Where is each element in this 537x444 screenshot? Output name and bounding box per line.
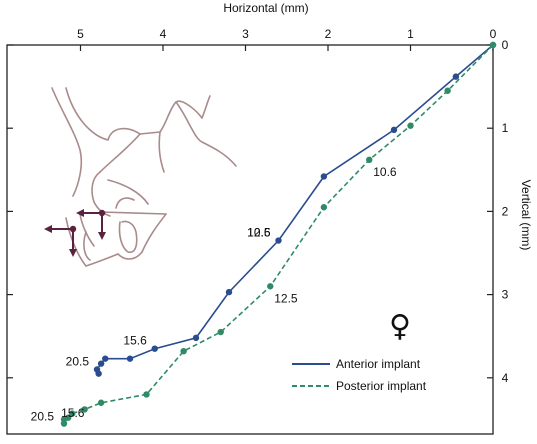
data-point (320, 173, 328, 180)
data-point (489, 41, 497, 49)
y-tick-label: 0 (502, 38, 509, 52)
data-point (267, 283, 274, 290)
x-tick-label: 0 (490, 27, 497, 41)
data-label: 10.6 (247, 226, 271, 240)
data-point (60, 416, 68, 423)
data-point (192, 334, 200, 342)
data-point (97, 360, 105, 367)
y-tick-label: 3 (502, 288, 509, 302)
y-tick-label: 4 (502, 371, 509, 385)
data-label: 15.6 (61, 406, 85, 420)
data-point (151, 345, 158, 352)
legend-label-posterior: Posterior implant (336, 379, 427, 393)
data-label: 12.5 (274, 291, 298, 305)
y-tick-label: 1 (502, 121, 509, 135)
data-point (275, 237, 282, 244)
y-axis-title: Vertical (mm) (519, 180, 533, 251)
data-point (225, 288, 233, 296)
data-point (320, 204, 328, 211)
data-point (180, 347, 187, 355)
plot-frame (6, 44, 494, 435)
series-line-anterior (96, 44, 494, 374)
data-point (102, 355, 109, 362)
data-point (452, 73, 460, 80)
data-point (366, 156, 373, 164)
data-point (407, 122, 414, 129)
series-layer (60, 41, 497, 427)
data-point (390, 126, 398, 134)
y-tick-label: 2 (502, 204, 509, 218)
data-point (444, 87, 451, 94)
x-tick-label: 5 (77, 27, 84, 41)
data-point (69, 410, 76, 417)
data-label: 20.5 (31, 410, 55, 424)
x-tick-label: 3 (242, 27, 249, 41)
x-tick-label: 1 (407, 27, 414, 41)
series-line-posterior (63, 44, 494, 427)
implant-vector-arrows (44, 209, 106, 257)
x-tick-label: 4 (160, 27, 167, 41)
x-tick-label: 2 (325, 27, 332, 41)
legend-label-anterior: Anterior implant (336, 357, 421, 371)
ticks-layer: 0 1 2 3 4 5 0 1 2 3 4 (7, 27, 509, 385)
x-axis-title: Horizontal (mm) (223, 1, 308, 15)
data-point (143, 391, 150, 398)
data-point (81, 406, 88, 413)
data-label: 15.6 (123, 334, 147, 348)
legend: Anterior implant Posterior implant (292, 357, 427, 393)
data-label: 10.6 (373, 165, 397, 179)
data-labels-layer: 10.612.515.620.510.612.515.620.5 (31, 165, 397, 424)
data-point (95, 370, 102, 377)
data-label: 12.5 (247, 226, 271, 240)
data-point (126, 355, 134, 362)
data-point (217, 328, 224, 336)
data-label: 20.5 (66, 354, 90, 368)
female-symbol: ♀ (389, 309, 411, 344)
skull-tracing-illustration (51, 87, 237, 267)
data-point (97, 399, 105, 406)
